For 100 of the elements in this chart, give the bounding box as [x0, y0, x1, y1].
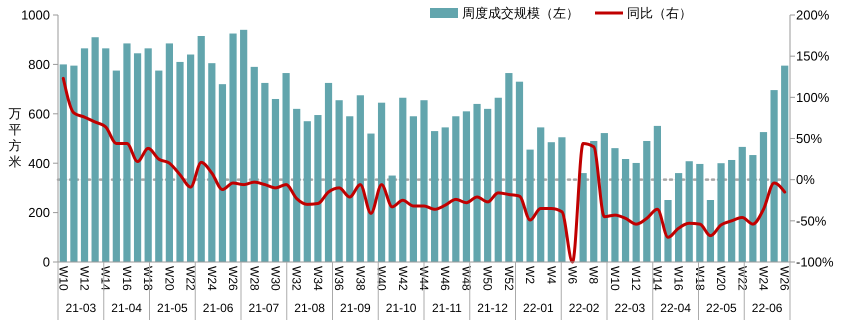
- bar: [208, 63, 216, 262]
- bar: [654, 126, 661, 262]
- bar: [367, 134, 375, 262]
- bar: [102, 48, 110, 262]
- bar: [60, 64, 67, 262]
- bar: [622, 159, 630, 262]
- text: 21-08: [294, 301, 326, 315]
- bar: [484, 108, 492, 262]
- x-tick-label: W38: [353, 266, 368, 291]
- legend-label: 同比（右）: [627, 6, 692, 21]
- text: 21-03: [66, 301, 97, 315]
- text: 22-05: [706, 301, 738, 315]
- x-tick-label: W26: [778, 266, 792, 291]
- bar: [218, 84, 226, 262]
- bar: [324, 82, 332, 262]
- x-tick-label: W20: [714, 266, 728, 291]
- bar: [452, 116, 460, 262]
- bar: [580, 173, 587, 262]
- y-axis-title: 万平方米: [8, 106, 22, 169]
- text: 21-09: [340, 301, 372, 315]
- bar: [760, 132, 768, 262]
- y2-tick-label: 50%: [796, 131, 822, 146]
- bar: [632, 162, 640, 262]
- bar: [431, 131, 438, 262]
- bar: [92, 37, 99, 262]
- bar: [314, 115, 322, 262]
- x-tick-label: W2: [523, 266, 538, 284]
- bar: [590, 140, 598, 262]
- x-tick-label: W50: [480, 266, 495, 291]
- y2-tick-label: 0%: [796, 172, 816, 188]
- bar: [675, 173, 682, 262]
- x-tick-label: W12: [629, 266, 644, 291]
- bar: [187, 54, 194, 262]
- x-tick-label: W22: [735, 266, 750, 291]
- bar: [80, 48, 88, 262]
- y-tick-label: 0: [42, 254, 50, 270]
- bar: [686, 161, 693, 262]
- bar: [378, 102, 386, 262]
- x-tick-label: W42: [396, 266, 410, 291]
- y-tick-label: 200: [28, 205, 50, 220]
- bar: [282, 73, 290, 262]
- x-tick-label: W32: [290, 266, 304, 291]
- y2-tick-label: 100%: [796, 90, 830, 105]
- x-tick-label: W52: [502, 266, 516, 291]
- x-tick-label: W4: [544, 266, 558, 284]
- legend-label: 周度成交规模（左）: [462, 6, 579, 21]
- bar: [388, 176, 396, 262]
- y2-tick-label: 150%: [796, 48, 830, 64]
- text: 21-04: [111, 301, 142, 315]
- bar: [229, 34, 237, 262]
- x-tick-label: W16: [672, 266, 686, 291]
- text: 22-02: [568, 301, 600, 315]
- bar: [526, 150, 534, 262]
- y-tick-label: 400: [28, 156, 50, 171]
- bar: [738, 146, 746, 262]
- bar: [462, 111, 470, 262]
- x-tick-label: W8: [586, 266, 601, 284]
- bar: [166, 43, 173, 262]
- x-tick-label: W14: [650, 266, 664, 291]
- text: 22-03: [614, 301, 646, 315]
- text: 21-05: [157, 301, 188, 315]
- x-tick-label: W22: [184, 266, 198, 291]
- bar: [442, 127, 449, 262]
- text: 21-06: [202, 301, 234, 315]
- bar: [696, 164, 704, 262]
- bar: [123, 43, 131, 262]
- text: 21-10: [386, 301, 417, 315]
- text: 22-06: [752, 301, 783, 315]
- y2-tick-label: -50%: [796, 213, 827, 228]
- x-tick-label: W12: [78, 266, 92, 291]
- bar: [494, 98, 502, 262]
- bar: [770, 90, 778, 262]
- bar: [749, 155, 756, 262]
- bar: [558, 137, 566, 262]
- x-tick-label: W24: [204, 266, 219, 291]
- bar: [293, 108, 300, 262]
- bar: [706, 200, 714, 262]
- text: 21-12: [477, 301, 508, 315]
- bar: [537, 127, 544, 262]
- line-series: [62, 76, 786, 264]
- y-tick-label: 600: [28, 106, 50, 122]
- bar: [717, 163, 725, 262]
- bar: [176, 62, 184, 262]
- bar: [600, 133, 608, 262]
- text: 22-04: [660, 301, 692, 315]
- bar: [346, 116, 354, 262]
- y-tick-label: 800: [28, 56, 50, 72]
- x-tick-label: W30: [268, 266, 282, 291]
- bar: [728, 160, 736, 262]
- bar: [70, 66, 78, 262]
- x-tick-label: W6: [566, 266, 580, 284]
- x-tick-label: W36: [332, 266, 346, 291]
- bar: [505, 73, 512, 262]
- bar: [198, 36, 205, 262]
- x-tick-label: W26: [226, 266, 240, 291]
- bar: [112, 70, 120, 262]
- y2-tick-label: -100%: [796, 254, 834, 270]
- bar: [356, 95, 364, 262]
- bar: [410, 116, 417, 262]
- bar: [516, 82, 524, 262]
